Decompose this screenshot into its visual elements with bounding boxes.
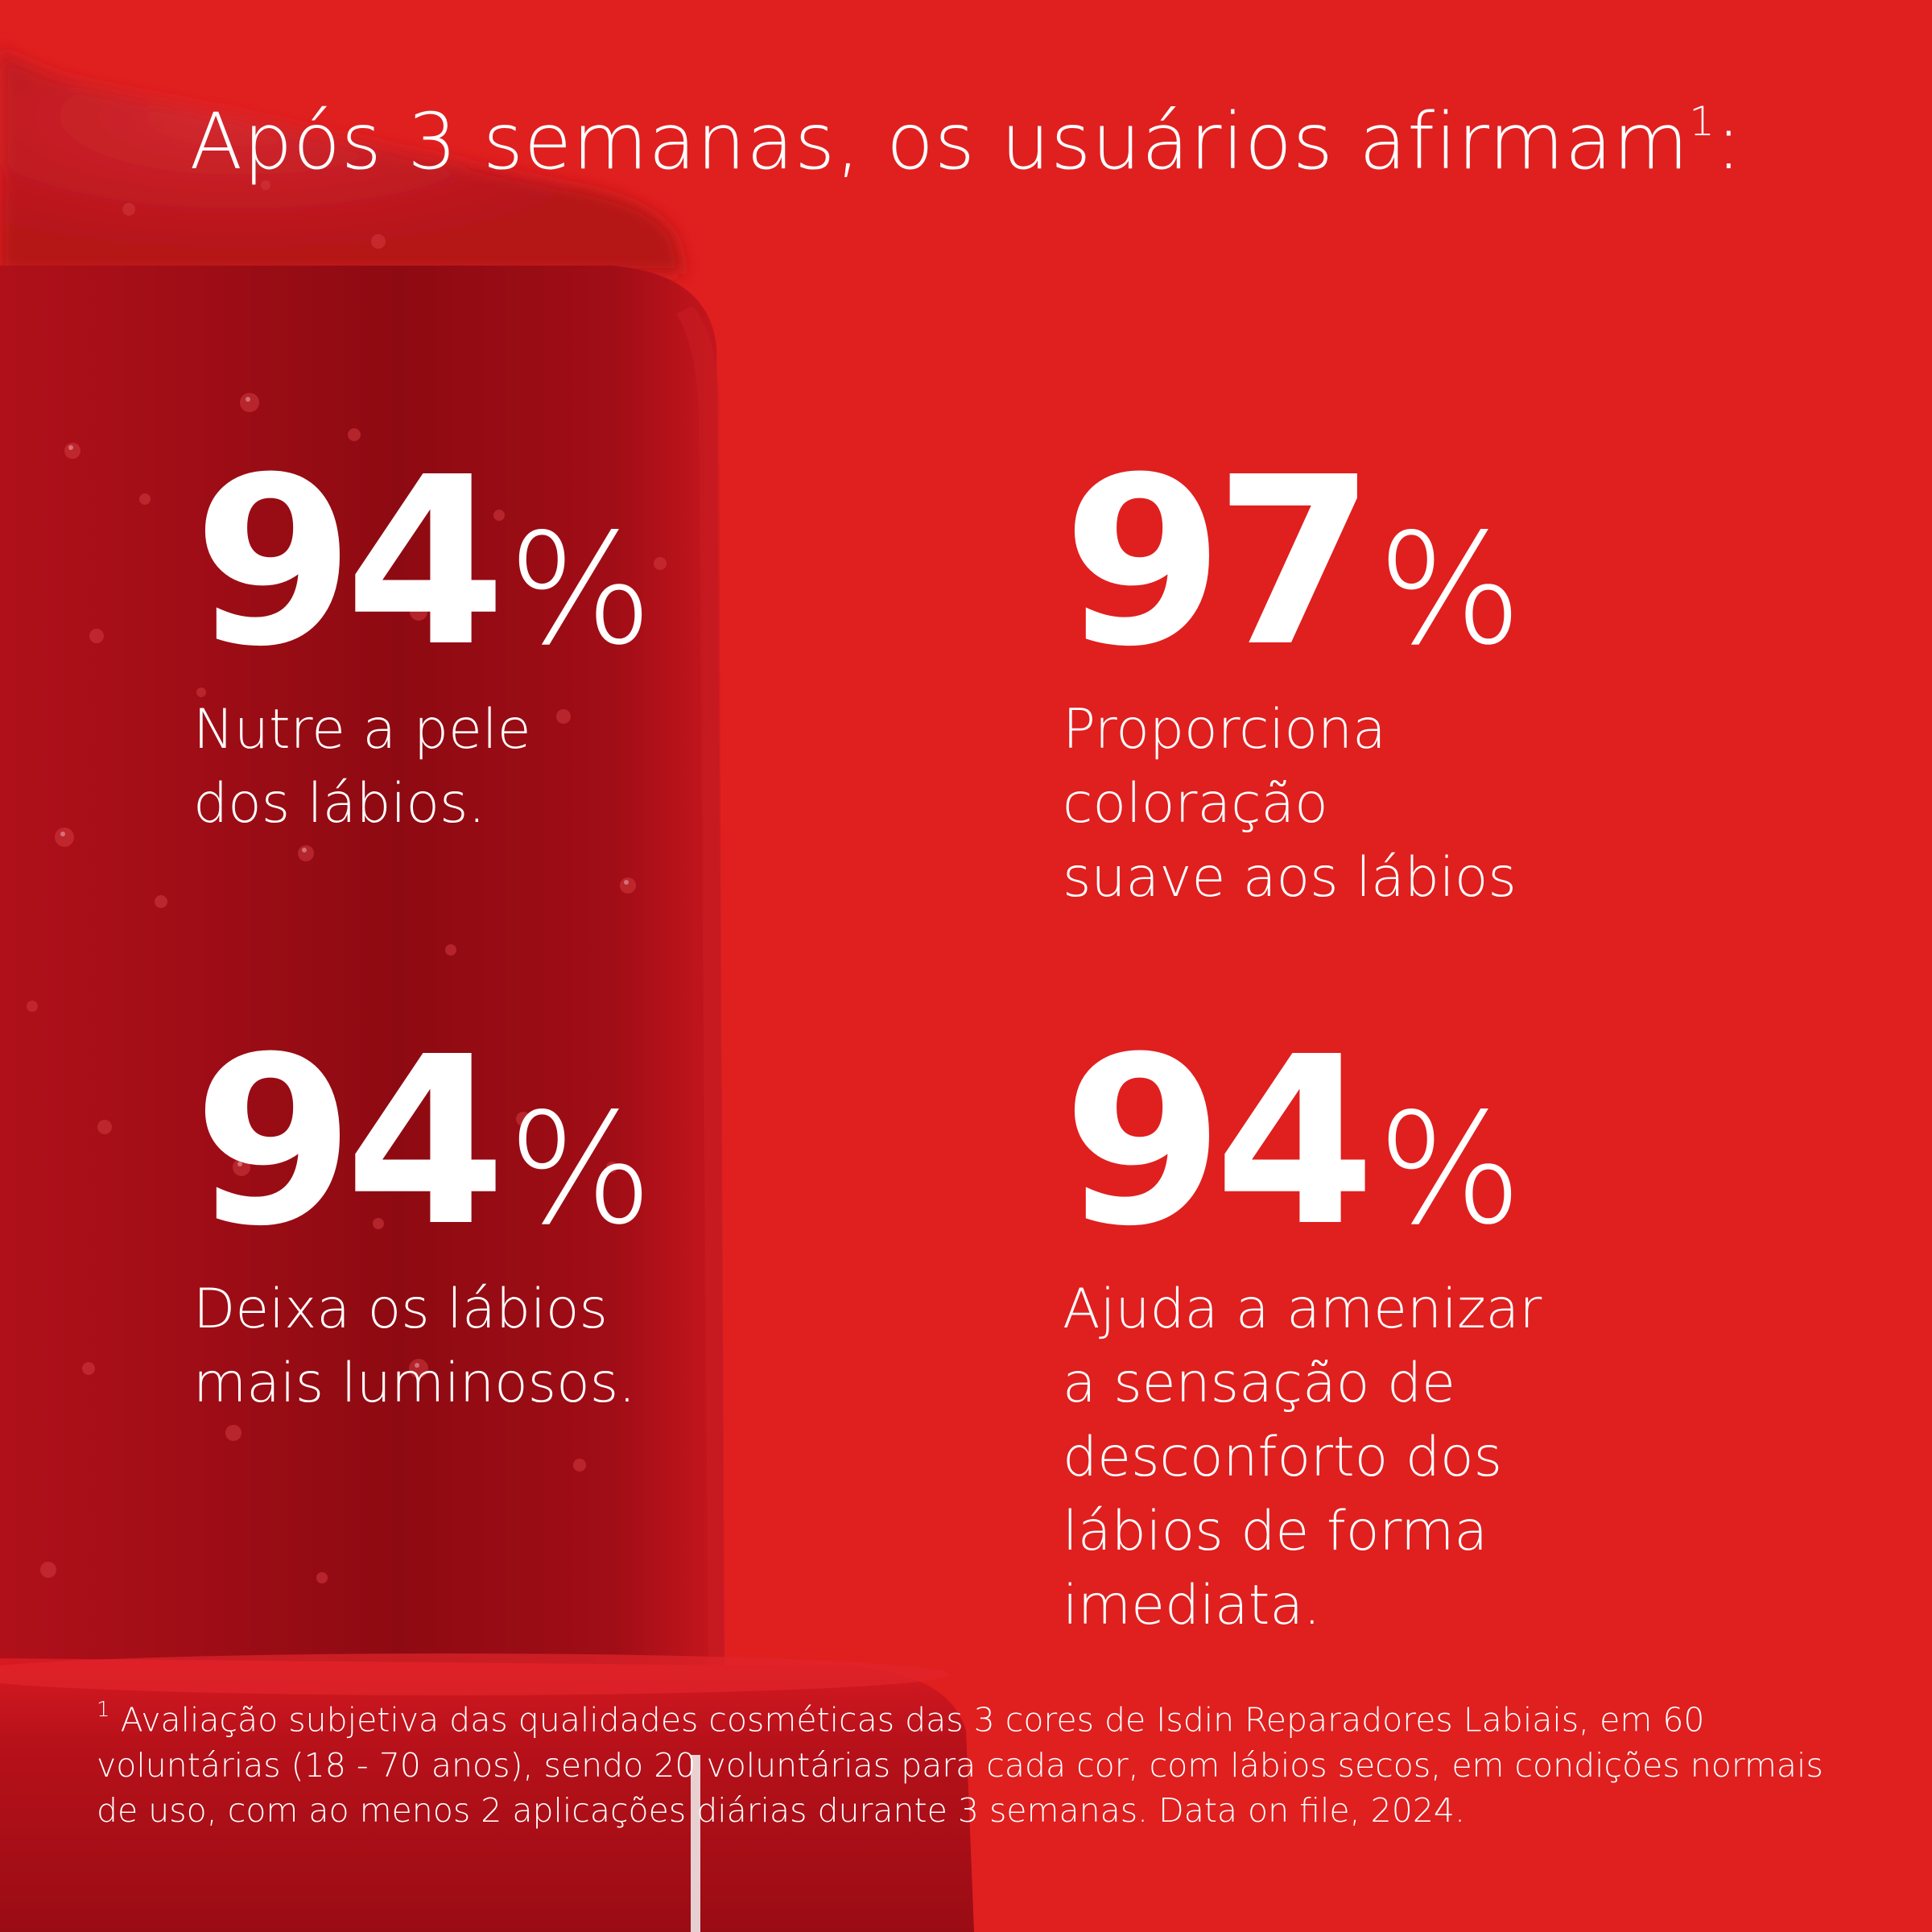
stat-value: 94 [193,1007,506,1277]
stat-value: 94 [1063,1007,1376,1277]
stat-block-nourish: 94% Nutre a pele dos lábios. [193,447,653,841]
stat-description: Ajuda a amenizar a sensação de desconfor… [1063,1278,1542,1637]
footnote-text: Avaliação subjetiva das qualidades cosmé… [97,1700,1823,1830]
footnote: 1 Avaliação subjetiva das qualidades cos… [97,1690,1827,1833]
stat-block-color: 97% Proporciona coloração suave aos lábi… [1063,447,1522,915]
stat-description: Deixa os lábios mais luminosos. [193,1278,636,1415]
page-headline: Após 3 semanas, os usuários afirmam1: [0,97,1932,187]
headline-footnote-marker: 1 [1689,98,1716,145]
stat-block-comfort: 94% Ajuda a amenizar a sensação de desco… [1063,1026,1542,1643]
stat-description: Proporciona coloração suave aos lábios [1063,698,1517,910]
footnote-marker: 1 [97,1698,110,1722]
stat-block-luminous: 94% Deixa os lábios mais luminosos. [193,1026,653,1421]
stat-unit: % [1377,1080,1523,1258]
stat-unit: % [507,501,654,679]
stat-value: 97 [1063,427,1376,697]
stat-unit: % [507,1080,654,1258]
headline-text: Após 3 semanas, os usuários afirmam [189,97,1690,187]
stat-description: Nutre a pele dos lábios. [193,698,531,836]
stat-unit: % [1377,501,1523,679]
headline-colon: : [1715,97,1743,187]
stat-value: 94 [193,427,506,697]
